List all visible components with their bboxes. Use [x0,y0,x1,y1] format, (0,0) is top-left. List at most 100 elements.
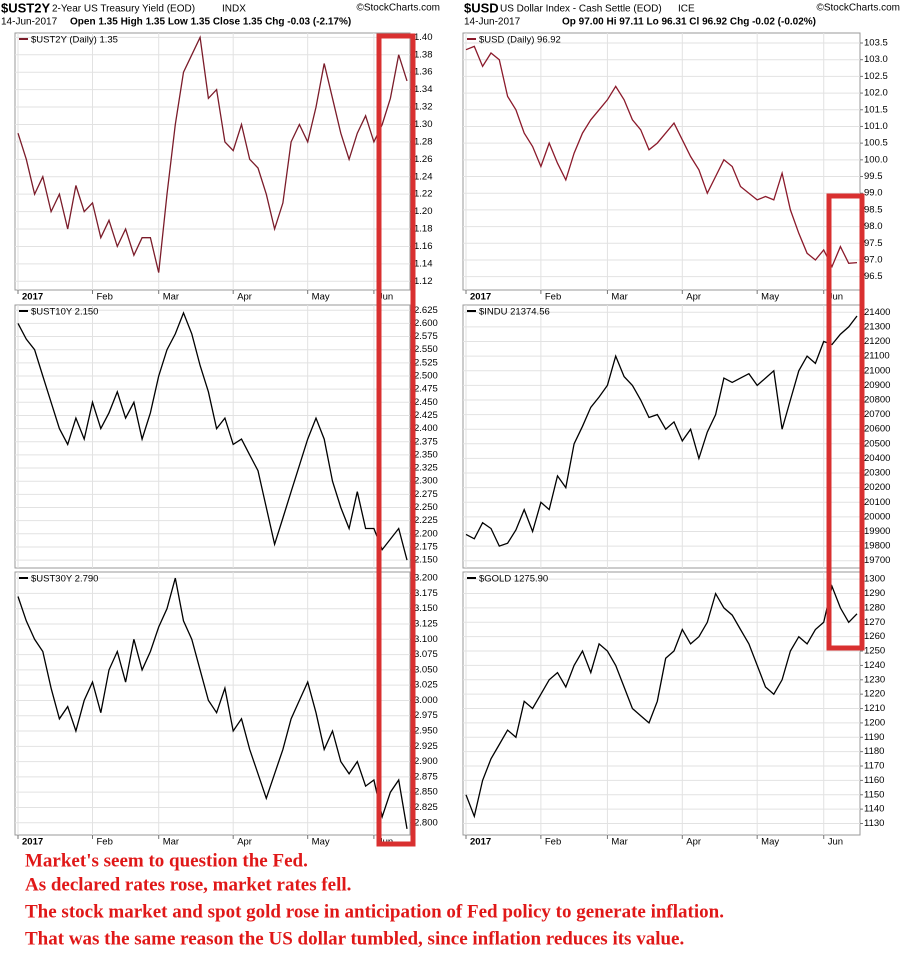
y-tick-label: 1.30 [414,119,433,130]
y-tick-label: 20900 [864,380,890,391]
y-tick-label: 1.16 [414,241,433,252]
y-tick-label: 1.38 [414,49,433,60]
x-tick-label: Apr [237,292,252,303]
y-tick-label: 3.050 [414,664,438,675]
y-tick-label: 2.825 [414,802,438,813]
y-tick-label: 2.350 [414,449,438,460]
source: ©StockCharts.com [356,3,440,14]
y-tick-label: 1230 [864,674,885,685]
y-tick-label: 20000 [864,511,890,522]
y-tick-label: 1130 [864,818,884,829]
price-line [17,35,408,273]
y-tick-label: 2.250 [414,502,438,513]
y-tick-label: 20100 [864,497,890,508]
price-line [465,584,858,819]
y-tick-label: 3.150 [414,603,438,614]
date: 14-Jun-2017 [1,17,58,28]
series-name: US Dollar Index - Cash Settle (EOD) [500,4,662,15]
y-tick-label: 2.925 [414,741,438,752]
quote: Open 1.35 High 1.35 Low 1.35 Close 1.35 … [70,17,351,28]
y-tick-label: 2.850 [414,787,438,798]
y-tick-label: 1.36 [414,67,433,78]
y-tick-label: 1.24 [414,171,433,182]
y-tick-label: 2.550 [414,344,438,355]
y-tick-label: 3.075 [414,649,438,660]
y-tick-label: 20200 [864,482,890,493]
x-tick-label: 2017 [22,292,43,303]
x-tick-label: Feb [545,292,561,303]
x-tick-label: 2017 [470,292,491,303]
x-tick-label: Mar [611,837,627,848]
y-tick-label: 97.5 [864,238,883,249]
y-tick-label: 20600 [864,424,890,435]
y-tick-label: 1.22 [414,189,433,200]
y-tick-label: 20400 [864,453,890,464]
y-tick-label: 2.975 [414,710,438,721]
chart-title: $UST10Y 2.150 [31,307,98,318]
x-tick-label: 2017 [470,837,491,848]
y-tick-label: 2.600 [414,318,438,329]
y-tick-label: 102.5 [864,71,888,82]
y-tick-label: 2.225 [414,515,438,526]
y-tick-label: 2.800 [414,817,438,828]
caption-line: As declared rates rose, market rates fel… [25,874,351,895]
y-tick-label: 1.26 [414,154,433,165]
y-tick-label: 20700 [864,409,890,420]
y-tick-label: 1270 [864,617,885,628]
plot-frame [462,32,861,291]
y-tick-label: 2.275 [414,489,438,500]
y-tick-label: 3.175 [414,588,438,599]
y-tick-label: 21300 [864,321,890,332]
y-tick-label: 2.900 [414,756,438,767]
caption-line: That was the same reason the US dollar t… [25,928,684,949]
y-tick-label: 103.0 [864,54,888,65]
plot-frame [14,571,411,836]
highlight-box [826,193,865,651]
y-tick-label: 3.200 [414,573,438,584]
chart-title: $USD (Daily) 96.92 [479,35,561,46]
y-tick-label: 20500 [864,438,890,449]
y-tick-label: 96.5 [864,271,883,282]
y-tick-label: 1250 [864,646,885,657]
y-tick-label: 2.300 [414,476,438,487]
y-tick-label: 98.5 [864,204,883,215]
plot-frame [462,304,861,569]
y-tick-label: 2.325 [414,463,438,474]
y-tick-label: 1200 [864,717,885,728]
y-tick-label: 1150 [864,789,884,800]
y-tick-label: 1300 [864,574,885,585]
y-tick-label: 2.950 [414,726,438,737]
y-tick-label: 21100 [864,351,890,362]
x-tick-label: Feb [545,837,561,848]
y-tick-label: 99.5 [864,171,883,182]
y-tick-label: 19800 [864,541,890,552]
y-tick-label: 1190 [864,732,884,743]
x-tick-label: Feb [96,837,112,848]
caption-line: The stock market and spot gold rose in a… [25,901,724,922]
y-tick-label: 1160 [864,775,884,786]
x-tick-label: Jun [828,292,843,303]
chart-title: $INDU 21374.56 [479,307,550,318]
y-tick-label: 2.500 [414,371,438,382]
y-tick-label: 21000 [864,365,890,376]
price-line [17,577,408,830]
y-tick-label: 1170 [864,761,884,772]
y-tick-label: 1260 [864,631,885,642]
x-tick-label: May [761,292,779,303]
y-tick-label: 1.20 [414,206,433,217]
y-tick-label: 19900 [864,526,890,537]
chart-title: $UST30Y 2.790 [31,574,98,585]
x-tick-label: Jun [378,292,393,303]
y-tick-label: 21400 [864,307,890,318]
y-tick-label: 2.625 [414,305,438,316]
y-tick-label: 2.475 [414,384,438,395]
y-tick-label: 1210 [864,703,885,714]
x-tick-label: Feb [96,292,112,303]
y-tick-label: 2.375 [414,436,438,447]
date: 14-Jun-2017 [464,17,521,28]
y-tick-label: 1.18 [414,224,433,235]
y-tick-label: 1240 [864,660,885,671]
x-tick-label: Apr [237,837,252,848]
plot-frame [462,571,861,836]
